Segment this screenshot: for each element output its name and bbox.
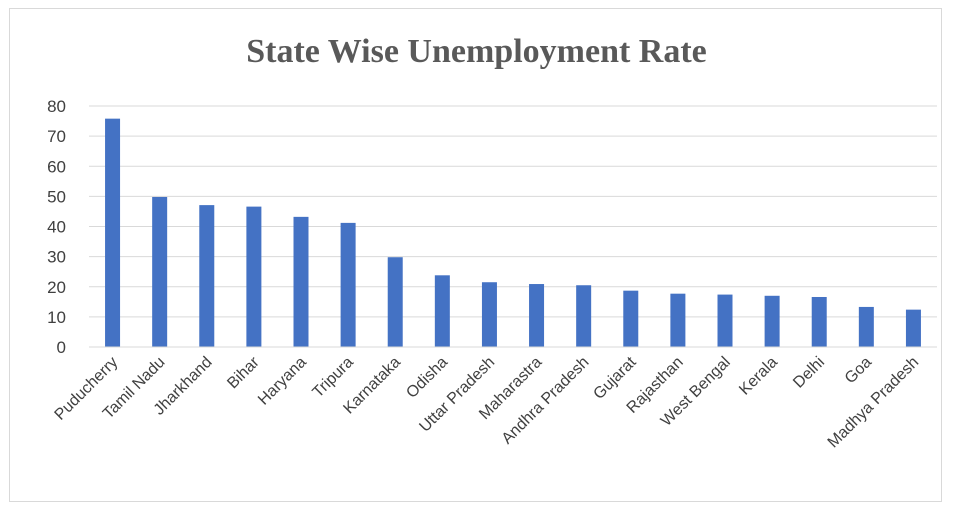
gridlines	[89, 105, 937, 318]
x-tick-label: Andhra Pradesh	[499, 354, 593, 448]
y-tick-label: 30	[47, 248, 66, 267]
x-tick-label: Madhya Pradesh	[825, 354, 923, 452]
bar	[764, 295, 780, 347]
y-tick-label: 50	[47, 187, 66, 206]
y-tick-label: 70	[47, 127, 66, 146]
bar	[105, 118, 121, 347]
bar	[905, 309, 921, 347]
x-tick-label: Haryana	[255, 354, 310, 409]
bar	[199, 205, 215, 347]
bar	[293, 216, 309, 347]
x-tick-label: Tripura	[309, 354, 357, 402]
bar	[387, 257, 403, 347]
bar	[858, 306, 874, 347]
bar	[623, 290, 639, 347]
y-tick-label: 10	[47, 308, 66, 327]
bar	[811, 296, 827, 347]
x-tick-label: Bihar	[224, 353, 263, 392]
y-tick-label: 20	[47, 278, 66, 297]
x-tick-label: Goa	[842, 354, 875, 387]
x-tick-label: Delhi	[790, 354, 828, 392]
y-tick-label: 0	[57, 338, 66, 357]
chart-title: State Wise Unemployment Rate	[246, 33, 707, 70]
y-tick-label: 60	[47, 157, 66, 176]
bar	[434, 275, 450, 347]
x-tick-label: Odisha	[403, 354, 451, 402]
bar	[717, 294, 733, 347]
bar	[152, 196, 168, 347]
y-axis-tick-labels: 0 10 20 30 40 50 60 70 80	[47, 97, 66, 357]
bar	[246, 206, 262, 347]
bar	[529, 284, 545, 347]
bar	[576, 285, 592, 347]
bars	[105, 118, 921, 347]
bar	[340, 222, 356, 347]
bar	[670, 293, 686, 347]
bar	[481, 282, 497, 347]
y-tick-label: 40	[47, 218, 66, 237]
y-tick-label: 80	[47, 97, 66, 116]
x-tick-label: Kerala	[736, 354, 781, 399]
